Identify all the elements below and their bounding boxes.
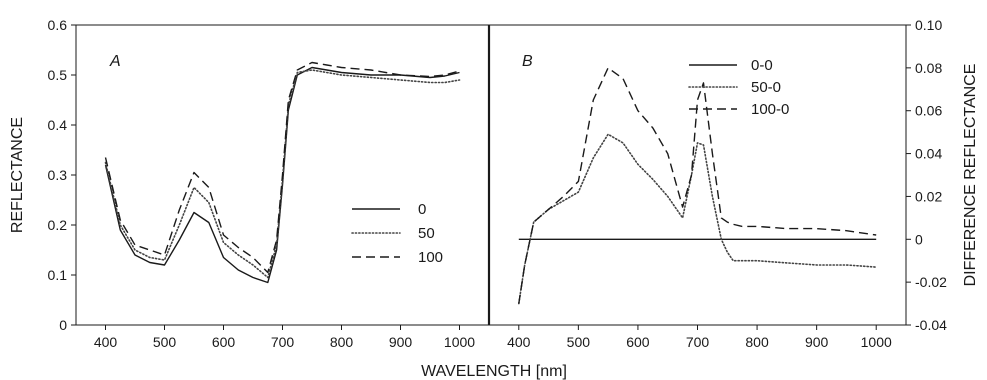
x-tick-label-b: 500 [567,334,591,350]
x-tick-label-b: 400 [507,334,531,350]
x-axis-label: WAVELENGTH [nm] [421,363,567,380]
series-line-a-2 [104,61,460,274]
panel-label-b: B [522,53,533,70]
y-tick-label-a: 0.2 [48,217,68,233]
y-tick-label-b: -0.02 [915,274,947,290]
panel-a: 400 500 600 700 800 900 100000.10.20.30.40.50.… [9,17,490,350]
legend-label-a-1: 50 [418,225,435,242]
x-tick-label-a: 800 [330,334,354,350]
x-tick-label-b: 800 [745,334,769,350]
y-tick-label-a: 0.4 [48,117,68,133]
x-tick-label-a: 1000 [444,334,475,350]
y-tick-label-b: 0.02 [915,188,942,204]
series-line-a-0 [104,66,460,284]
y-tick-label-b: 0.10 [915,17,942,33]
y-axis-label-b: DIFFERENCE REFLECTANCE [962,64,979,287]
y-tick-label-b: 0 [915,231,923,247]
legend-label-a-0: 0 [418,201,426,218]
x-tick-label-a: 600 [212,334,236,350]
y-tick-label-b: 0.08 [915,60,942,76]
series-line-b-2 [518,67,877,304]
y-tick-label-b: 0.04 [915,146,942,162]
y-tick-label-a: 0.5 [48,67,68,83]
x-tick-label-b: 900 [805,334,829,350]
x-tick-label-a: 900 [389,334,413,350]
plot-frame-b [488,24,907,326]
y-tick-label-a: 0.6 [48,17,68,33]
panel-label-a: A [109,53,121,70]
y-axis-label-a: REFLECTANCE [9,117,26,233]
x-tick-label-b: 1000 [861,334,892,350]
series-line-b-1 [518,133,877,305]
x-tick-label-b: 700 [686,334,710,350]
x-tick-label-a: 400 [94,334,118,350]
x-tick-label-b: 600 [626,334,650,350]
y-tick-label-a: 0.1 [48,267,68,283]
legend-label-b-0: 0-0 [751,57,773,74]
y-tick-label-b: -0.04 [915,317,947,333]
x-tick-label-a: 700 [271,334,295,350]
series-line-a-1 [104,69,461,279]
y-tick-label-a: 0.3 [48,167,68,183]
y-tick-label-a: 0 [59,317,67,333]
panel-b: 400 500 600 700 800 900 1000 -0.04 -0.02 0 0.02 0.0… [488,17,979,350]
y-tick-label-b: 0.06 [915,103,942,119]
legend-label-b-1: 50-0 [751,79,781,96]
legend-label-b-2: 100-0 [751,101,789,118]
legend-label-a-2: 100 [418,249,443,266]
x-tick-label-a: 500 [153,334,177,350]
